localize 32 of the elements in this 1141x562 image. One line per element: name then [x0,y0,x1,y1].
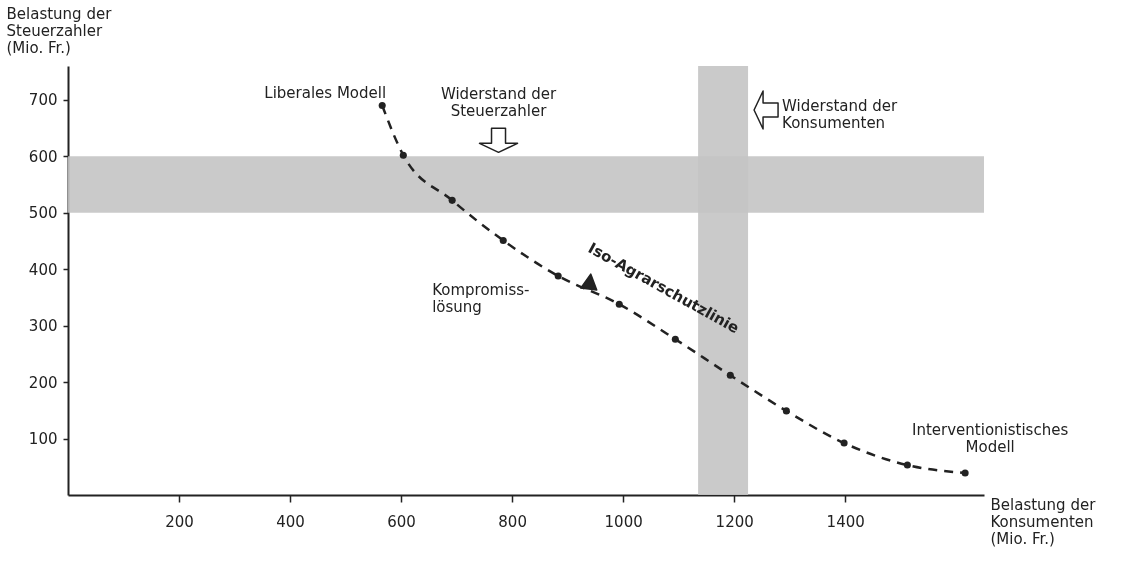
y-tick-label: 100 [28,430,58,449]
point [499,236,507,244]
x-tick-label: 1000 [604,512,643,531]
annotation: Liberales Modell [264,83,387,102]
y-tick-label: 500 [28,204,58,223]
point [782,407,790,415]
y-tick-label: 700 [28,91,58,110]
y-tick-label: 300 [28,317,58,336]
point [726,371,734,379]
y-tick-label: 600 [28,147,58,166]
x-tick-label: 600 [387,512,416,531]
point [554,272,562,280]
point [840,439,848,447]
x-tick-label: 1200 [715,512,754,531]
band-label: Widerstand der Konsumenten [782,97,899,132]
point [399,151,407,159]
point [378,101,386,110]
point [903,461,911,469]
annotation: Kompromiss- lösung [432,280,530,316]
x-tick-label: 800 [498,512,527,531]
x-axis-title: Belastung der Konsumenten (Mio. Fr.) [990,495,1097,548]
x-tick-label: 200 [165,512,194,531]
band-label: Widerstand der Steuerzahler [440,85,557,121]
x-tick-label: 400 [276,512,305,531]
x-tick-label: 1400 [826,512,865,531]
point [671,335,679,343]
y-tick-label: 400 [28,260,58,279]
point [448,196,456,204]
y-axis-title: Belastung der Steuerzahler (Mio. Fr.) [6,4,113,57]
annotation: Interventionistisches Modell [912,420,1069,456]
y-tick-label: 200 [28,373,58,392]
point [961,469,969,477]
